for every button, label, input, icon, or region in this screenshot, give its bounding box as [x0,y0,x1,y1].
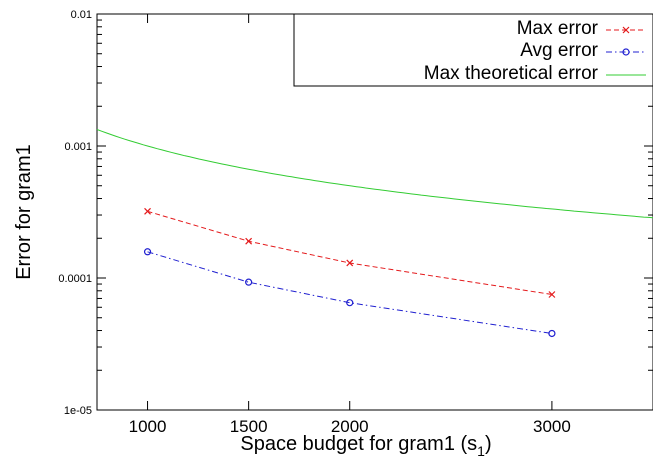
y-tick-label: 0.001 [64,141,92,153]
series-line-1 [147,251,552,334]
x-tick-label: 3000 [533,417,571,436]
x-axis-title-main: Space budget for gram1 (s [240,433,477,455]
legend: Max error Avg error Max theoretical erro… [293,13,653,87]
y-axis-ticks: 1e-05 0.0001 0.001 0.01 [58,9,653,417]
legend-label-avg-error: Avg error [520,40,598,61]
legend-label-max-error: Max error [517,18,599,39]
series-line-0 [147,210,552,295]
x-axis-title-subscript: 1 [477,443,485,459]
y-axis-title: Error for gram1 [13,144,35,280]
x-tick-label: 1500 [230,417,268,436]
data-point-0 [548,291,556,298]
data-point-1 [548,329,556,338]
y-tick-label: 0.0001 [58,273,92,285]
legend-label-theoretical: Max theoretical error [424,63,599,84]
y-tick-label: 1e-05 [64,405,92,417]
data-point-1 [245,278,253,286]
data-point-1 [143,248,152,256]
series-line-2 [96,129,653,219]
data-point-0 [144,207,151,215]
legend-sample-marker-0 [622,26,630,34]
x-axis-title-suffix: ) [485,433,492,455]
x-tick-label: 1000 [129,417,167,436]
y-tick-label: 0.01 [71,9,92,21]
legend-sample-marker-1 [622,48,630,56]
data-point-1 [346,299,354,307]
data-point-0 [245,237,253,245]
x-tick-label: 2000 [331,417,369,436]
x-axis-title: Space budget for gram1 (s1) [240,433,491,459]
legend-samples [606,26,646,76]
legend-box [293,13,653,87]
data-point-0 [346,259,354,267]
x-axis-ticks: 1000 1500 2000 3000 [129,14,571,436]
series-layer [96,129,653,338]
